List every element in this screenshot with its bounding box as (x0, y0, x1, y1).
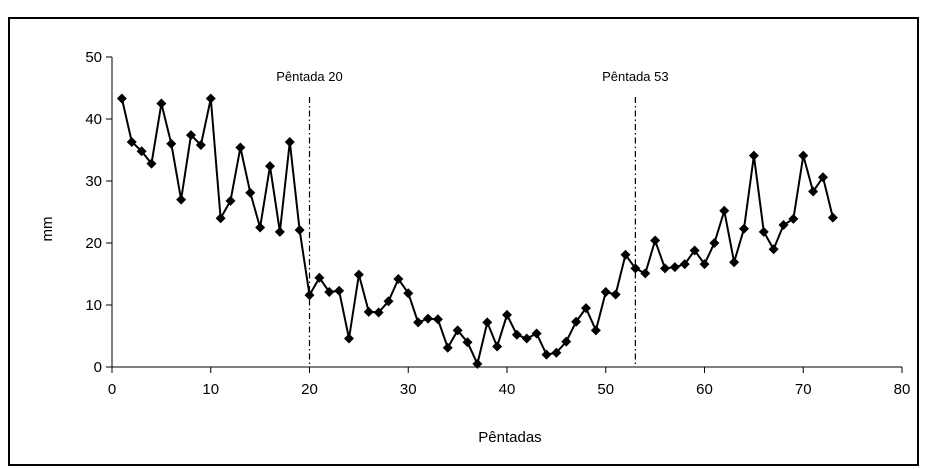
data-point (729, 257, 740, 268)
y-axis-label: mm (39, 217, 56, 242)
data-point (324, 286, 335, 297)
series-line (120, 98, 834, 367)
data-point (669, 262, 680, 273)
data-point (255, 222, 266, 233)
x-tick-label: 30 (400, 381, 417, 398)
data-point (551, 347, 562, 358)
data-point (442, 342, 453, 353)
data-point (610, 289, 621, 300)
data-point (215, 213, 226, 224)
data-point (393, 273, 404, 284)
reference-lines: Pêntada 20 Pêntada 53 (276, 69, 669, 367)
x-tick-label: 10 (202, 381, 219, 398)
data-point (284, 136, 295, 147)
data-point (423, 313, 433, 324)
data-point (748, 150, 759, 161)
data-point (660, 263, 670, 274)
data-point (719, 205, 730, 216)
data-point (383, 296, 394, 307)
x-tick-label: 70 (795, 381, 812, 398)
data-point (571, 316, 582, 327)
data-point (403, 288, 414, 299)
data-point (334, 285, 345, 296)
x-tick-label: 60 (696, 381, 713, 398)
data-point (462, 337, 473, 348)
data-point (600, 286, 611, 297)
data-point (156, 98, 167, 109)
series-mm (116, 93, 838, 369)
data-point (432, 314, 443, 325)
data-point (482, 317, 493, 328)
axes: 0 10 20 30 40 50 0 10 20 30 40 50 60 70 80 (85, 49, 910, 398)
data-point (581, 303, 591, 314)
data-point (225, 195, 236, 206)
x-tick-label: 0 (108, 381, 116, 398)
data-point (511, 329, 522, 340)
data-point (689, 245, 700, 256)
data-point (739, 223, 749, 234)
reference-line-label: Pêntada 20 (276, 69, 343, 84)
data-point (373, 307, 384, 318)
chart-frame: 0 10 20 30 40 50 0 10 20 30 40 50 60 70 80 Pêntada 20 P… (8, 17, 919, 466)
x-tick-label: 40 (499, 381, 516, 398)
data-point (413, 317, 424, 328)
data-point (176, 194, 187, 205)
data-point (344, 333, 354, 344)
data-point (195, 140, 206, 151)
x-axis-label: Pêntadas (478, 429, 541, 446)
x-tick-label: 80 (894, 381, 911, 398)
data-point (630, 263, 641, 274)
data-point (798, 150, 809, 161)
reference-line-label: Pêntada 53 (602, 69, 669, 84)
data-point (235, 142, 246, 153)
data-point (353, 269, 364, 280)
data-point (294, 224, 305, 235)
data-point (274, 226, 285, 237)
data-point (808, 186, 819, 197)
data-point (502, 309, 512, 320)
y-tick-label: 30 (85, 173, 102, 190)
data-point (818, 172, 828, 183)
data-point (304, 290, 315, 301)
data-point (452, 325, 463, 336)
data-point (541, 349, 552, 360)
data-point (827, 212, 838, 223)
data-point (709, 238, 720, 248)
data-point (472, 358, 483, 369)
data-point (788, 213, 799, 224)
y-tick-label: 0 (94, 359, 102, 376)
y-tick-label: 40 (85, 111, 102, 128)
data-point (146, 158, 157, 169)
y-tick-label: 50 (85, 49, 102, 66)
data-point (521, 333, 532, 344)
data-point (166, 138, 177, 149)
data-point (205, 93, 216, 104)
data-point (561, 336, 572, 347)
data-point (778, 220, 789, 231)
data-point (768, 244, 779, 255)
x-tick-label: 20 (301, 381, 318, 398)
data-point (590, 325, 601, 336)
data-point (265, 161, 275, 172)
data-point (116, 93, 127, 104)
data-point (699, 259, 710, 270)
data-point (126, 136, 137, 147)
data-point (136, 146, 147, 157)
x-tick-label: 50 (597, 381, 614, 398)
y-tick-label: 10 (85, 297, 102, 314)
data-point (245, 187, 256, 198)
data-point (363, 306, 374, 317)
data-point (314, 272, 325, 283)
data-point (758, 226, 769, 237)
data-point (650, 235, 661, 246)
data-point (620, 249, 631, 260)
data-point (640, 268, 651, 279)
data-point (492, 341, 503, 352)
y-tick-label: 20 (85, 235, 102, 252)
data-point (186, 130, 196, 141)
data-point (531, 328, 542, 339)
data-point (679, 259, 690, 270)
